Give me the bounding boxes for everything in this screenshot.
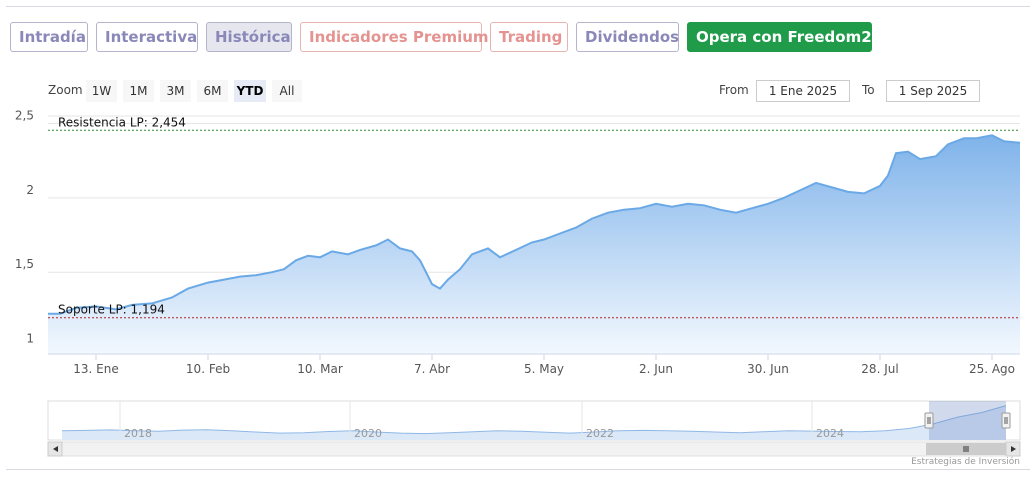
x-tick-label: 25. Ago <box>969 362 1015 376</box>
navigator-right-handle[interactable] <box>1001 412 1011 429</box>
tab-indicadores-premium[interactable]: Indicadores Premium <box>300 22 489 52</box>
navigator-year-label: 2024 <box>816 427 844 440</box>
y-tick-label: 1 <box>26 332 34 346</box>
y-tick-label: 2,5 <box>15 108 34 122</box>
chart-credit: Estrategias de Inversión <box>911 457 1020 467</box>
zoom-1m-button[interactable]: 1M <box>123 80 154 102</box>
y-tick-label: 1,5 <box>15 257 34 271</box>
from-label: From <box>719 83 749 97</box>
x-tick-label: 5. May <box>524 362 564 376</box>
x-tick-label: 30. Jun <box>747 362 789 376</box>
navigator-selection[interactable] <box>929 401 1006 440</box>
navigator-area <box>62 405 1006 440</box>
x-tick-label: 7. Abr <box>414 362 450 376</box>
bottom-divider <box>6 469 1030 470</box>
zoom-ytd-button[interactable]: YTD <box>234 80 266 102</box>
chevron-right-icon <box>1011 446 1016 452</box>
to-label: To <box>862 83 875 97</box>
tab-trading[interactable]: Trading <box>490 22 568 52</box>
tab-intradía[interactable]: Intradía <box>10 22 88 52</box>
scrollbar-track[interactable] <box>47 441 1021 457</box>
tab-opera-con-freedom24[interactable]: Opera con Freedom24 <box>687 22 882 52</box>
x-tick-label: 28. Jul <box>861 362 898 376</box>
navigator-year-label: 2022 <box>586 427 614 440</box>
to-date-input[interactable]: 1 Sep 2025 <box>886 80 980 102</box>
from-date-input[interactable]: 1 Ene 2025 <box>756 80 850 102</box>
zoom-1w-button[interactable]: 1W <box>86 80 117 102</box>
y-tick-label: 2 <box>26 183 34 197</box>
support-label: Soporte LP: 1,194 <box>58 303 165 317</box>
x-tick-label: 13. Ene <box>73 362 118 376</box>
navigator-left-handle[interactable] <box>924 412 934 429</box>
resistance-label: Resistencia LP: 2,454 <box>58 115 186 129</box>
x-tick-label: 10. Mar <box>297 362 343 376</box>
zoom-all-button[interactable]: All <box>272 80 302 102</box>
zoom-label: Zoom <box>48 83 83 97</box>
navigator-year-label: 2020 <box>354 427 382 440</box>
top-divider <box>6 6 1030 7</box>
tab-dividendos[interactable]: Dividendos <box>576 22 679 52</box>
zoom-3m-button[interactable]: 3M <box>160 80 191 102</box>
chevron-left-icon <box>53 446 58 452</box>
navigator-year-label: 2018 <box>124 427 152 440</box>
price-area <box>48 135 1020 354</box>
price-line <box>48 134 1021 315</box>
x-tick-label: 2. Jun <box>639 362 673 376</box>
tab-histórica[interactable]: Histórica <box>206 22 292 52</box>
x-tick-label: 10. Feb <box>186 362 230 376</box>
tab-interactiva[interactable]: Interactiva <box>96 22 198 52</box>
zoom-6m-button[interactable]: 6M <box>197 80 228 102</box>
navigator-line <box>61 405 1007 435</box>
